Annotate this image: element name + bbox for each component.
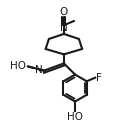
Text: F: F	[96, 73, 102, 83]
Text: HO: HO	[67, 112, 83, 122]
Text: N: N	[60, 23, 68, 33]
Text: N: N	[35, 65, 43, 75]
Text: O: O	[60, 6, 68, 17]
Text: HO: HO	[10, 61, 26, 71]
